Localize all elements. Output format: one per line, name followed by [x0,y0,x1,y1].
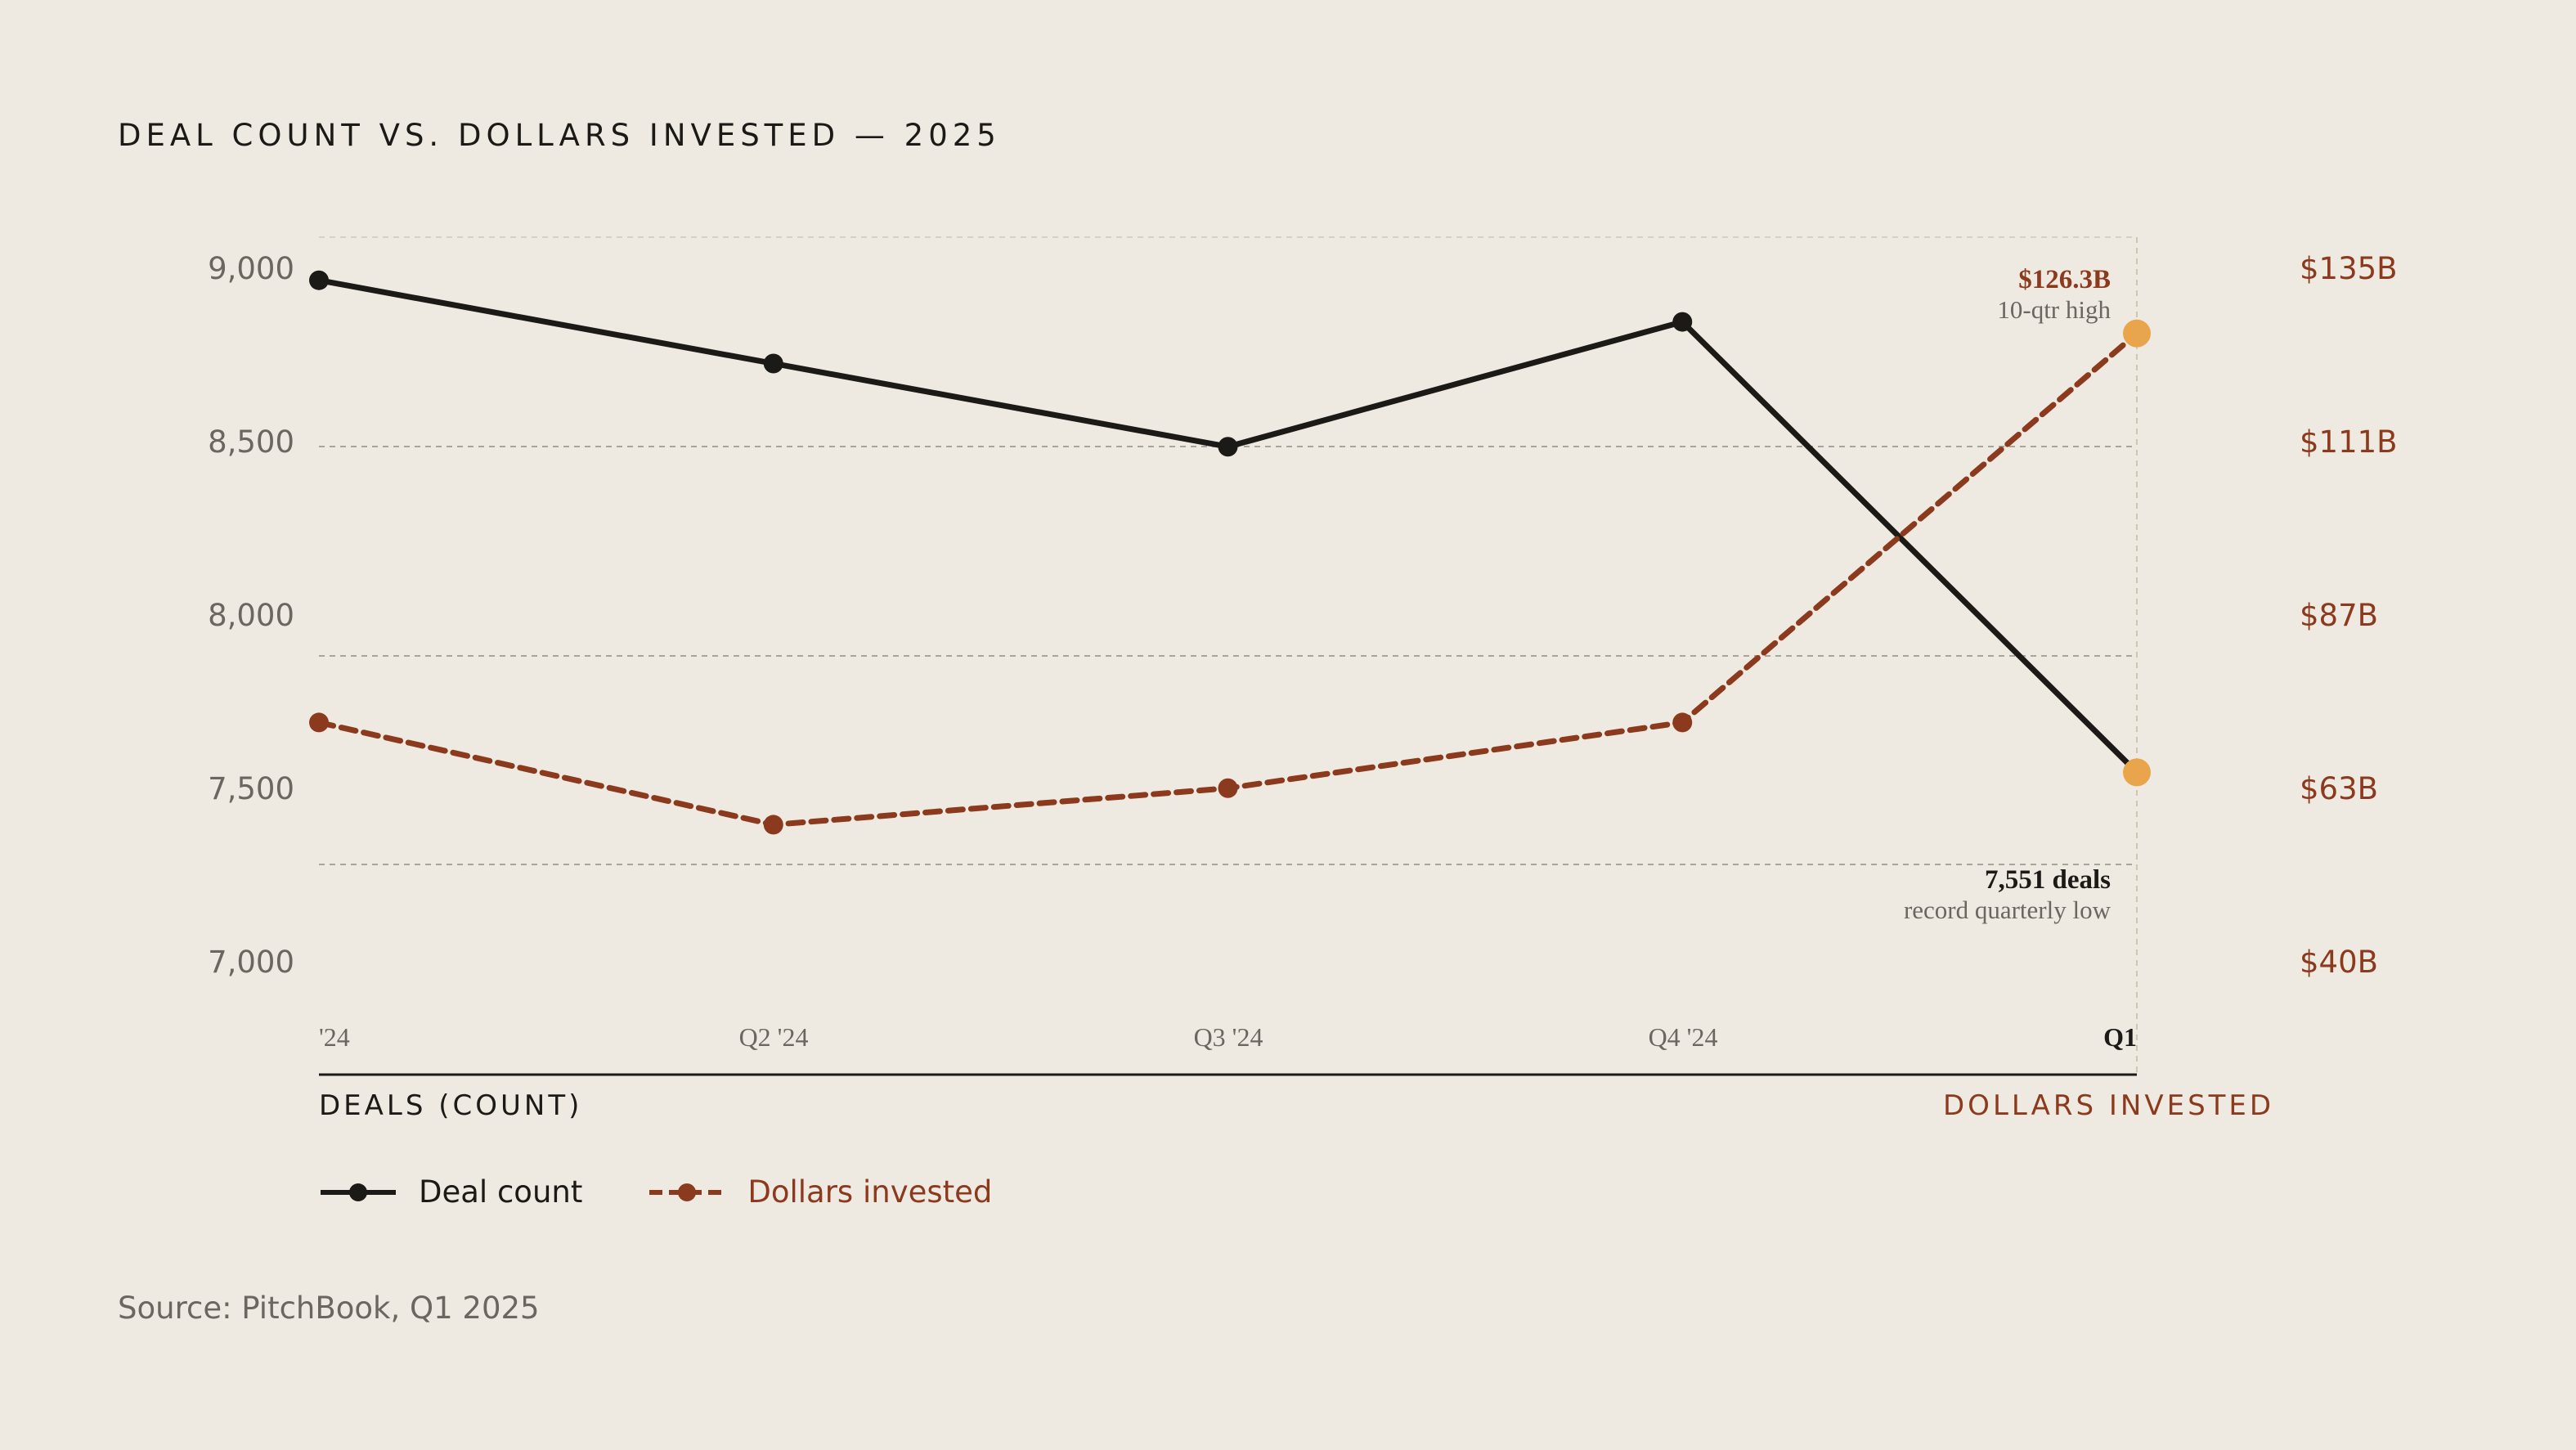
x-tick-label: Q4 '24 [1648,1022,1718,1052]
left-tick-label: 7,000 [208,945,294,980]
series-points [309,270,2151,835]
right-tick-label: $63B [2300,771,2379,806]
data-point [1672,712,1693,733]
data-point [763,815,783,835]
legend-swatch-solid-line-icon [321,1183,396,1201]
x-tick-label: Q2 '24 [738,1022,809,1052]
source-note: Source: PitchBook, Q1 2025 [118,1291,540,1326]
right-tick-label: $40B [2300,945,2379,980]
annotation-note: record quarterly low [1903,896,2111,924]
data-point-highlight [2123,758,2151,787]
gridlines [319,236,2138,1076]
annotation-value: $126.3B [2018,265,2111,294]
annotation-value: 7,551 deals [1984,865,2111,895]
legend-label: Deal count [419,1174,583,1210]
right-tick-label: $87B [2300,598,2379,633]
right-tick-label: $135B [2300,251,2398,286]
data-point [309,270,329,290]
legend-item-dollars-invested: Dollars invested [648,1174,992,1210]
legend-item-deal-count: Deal count [319,1174,582,1210]
data-point [1218,778,1238,798]
chart-title: DEAL COUNT VS. DOLLARS INVESTED — 2025 [118,118,1001,153]
left-tick-label: 8,500 [208,424,294,460]
data-point [763,353,783,374]
x-tick-label: Q3 '24 [1193,1022,1263,1052]
left-tick-label: 7,500 [208,771,294,806]
series-lines [316,277,2140,828]
data-point-highlight [2123,319,2151,348]
data-point [309,712,329,733]
x-tick-label: '24 [319,1022,350,1052]
left-tick-label: 9,000 [208,251,294,286]
left-axis-title: DEALS (COUNT) [319,1089,583,1122]
right-tick-label: $111B [2300,424,2398,460]
x-tick-label-current: Q1 [2103,1022,2137,1052]
series-line-deal-count [316,277,2140,775]
annotation-dollars-high: $126.3B 10-qtr high [1997,265,2111,325]
legend: Deal count Dollars invested [319,1174,1057,1210]
series-line-dollars-invested [316,330,2140,828]
right-axis-title: DOLLARS INVESTED [1943,1089,2275,1122]
legend-label: Dollars invested [747,1174,993,1210]
left-tick-label: 8,000 [208,598,294,633]
data-point [1218,437,1238,457]
legend-swatch-dashed-line-icon [649,1183,725,1201]
annotation-note: 10-qtr high [1997,295,2111,324]
annotation-deals-low: 7,551 deals record quarterly low [1904,865,2111,925]
data-point [1672,312,1693,332]
